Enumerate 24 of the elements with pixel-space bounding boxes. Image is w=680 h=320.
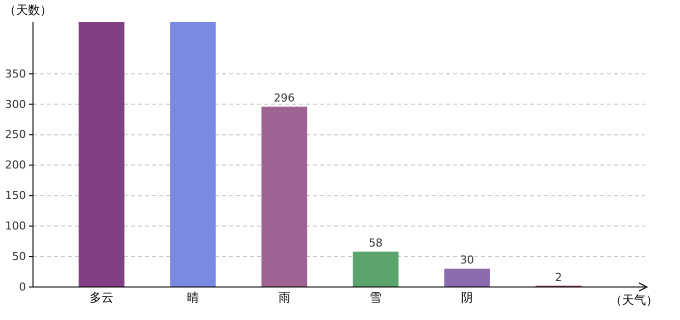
x-tick-label: 多云 (90, 290, 114, 305)
y-tick-label: 200 (5, 158, 26, 172)
bar (170, 22, 216, 287)
data-label: 30 (460, 254, 474, 267)
x-axis-title: （天气） (610, 293, 658, 307)
bar (78, 22, 124, 287)
data-label: 58 (368, 236, 383, 250)
data-label: 2 (554, 270, 562, 284)
x-tick-label: 阴 (461, 290, 474, 305)
y-tick-label: 350 (5, 67, 26, 80)
y-tick-label: 250 (5, 128, 26, 142)
x-tick-label: 雨 (278, 290, 290, 305)
bar (261, 106, 308, 287)
y-tick-label: 300 (5, 98, 26, 111)
x-tick-label: 雪 (370, 290, 382, 305)
data-label: 296 (274, 92, 295, 105)
y-tick-label: 50 (12, 250, 26, 264)
y-tick-label: 0 (19, 280, 26, 294)
y-axis-title: （天数） (4, 3, 52, 17)
bar (444, 268, 490, 287)
bar (352, 252, 399, 287)
y-tick-label: 100 (5, 220, 26, 233)
y-tick-label: 150 (5, 189, 26, 202)
x-tick-label: 晴 (186, 290, 199, 305)
